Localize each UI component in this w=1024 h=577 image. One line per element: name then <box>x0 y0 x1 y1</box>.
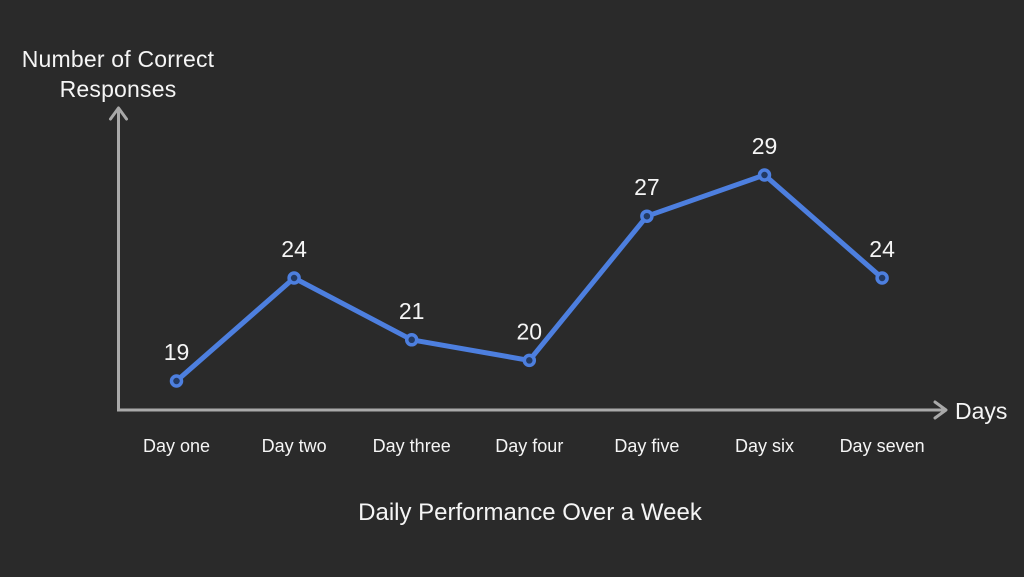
x-category-label: Day two <box>262 436 327 456</box>
data-point-value: 21 <box>399 298 425 324</box>
data-point-marker <box>169 374 184 388</box>
data-point-value: 19 <box>164 339 190 365</box>
y-axis-arrowhead-icon <box>109 106 128 121</box>
data-point-marker <box>287 271 301 285</box>
x-category-label: Day three <box>373 436 451 456</box>
data-point-marker <box>875 271 889 285</box>
y-axis-title: Number of Correct Responses <box>21 46 215 102</box>
chart-title: Daily Performance Over a Week <box>358 499 702 526</box>
x-category-label: Day one <box>143 436 210 456</box>
data-point-value: 24 <box>869 236 895 262</box>
data-point-value: 27 <box>634 174 660 200</box>
data-point-value: 20 <box>517 318 543 344</box>
data-line <box>174 172 885 384</box>
data-point-value: 24 <box>281 236 307 262</box>
x-category-label: Day seven <box>840 436 925 456</box>
data-point-value: 29 <box>752 133 778 159</box>
x-category-label: Day five <box>614 436 679 456</box>
data-point-marker <box>757 168 772 182</box>
data-point-marker <box>640 209 654 223</box>
x-axis-title: Days <box>955 398 1008 424</box>
data-point-marker <box>522 353 537 368</box>
x-category-label: Day four <box>495 436 563 456</box>
x-axis-arrowhead-icon <box>933 400 948 420</box>
data-point-marker <box>404 333 419 347</box>
x-category-label: Day six <box>735 436 794 456</box>
